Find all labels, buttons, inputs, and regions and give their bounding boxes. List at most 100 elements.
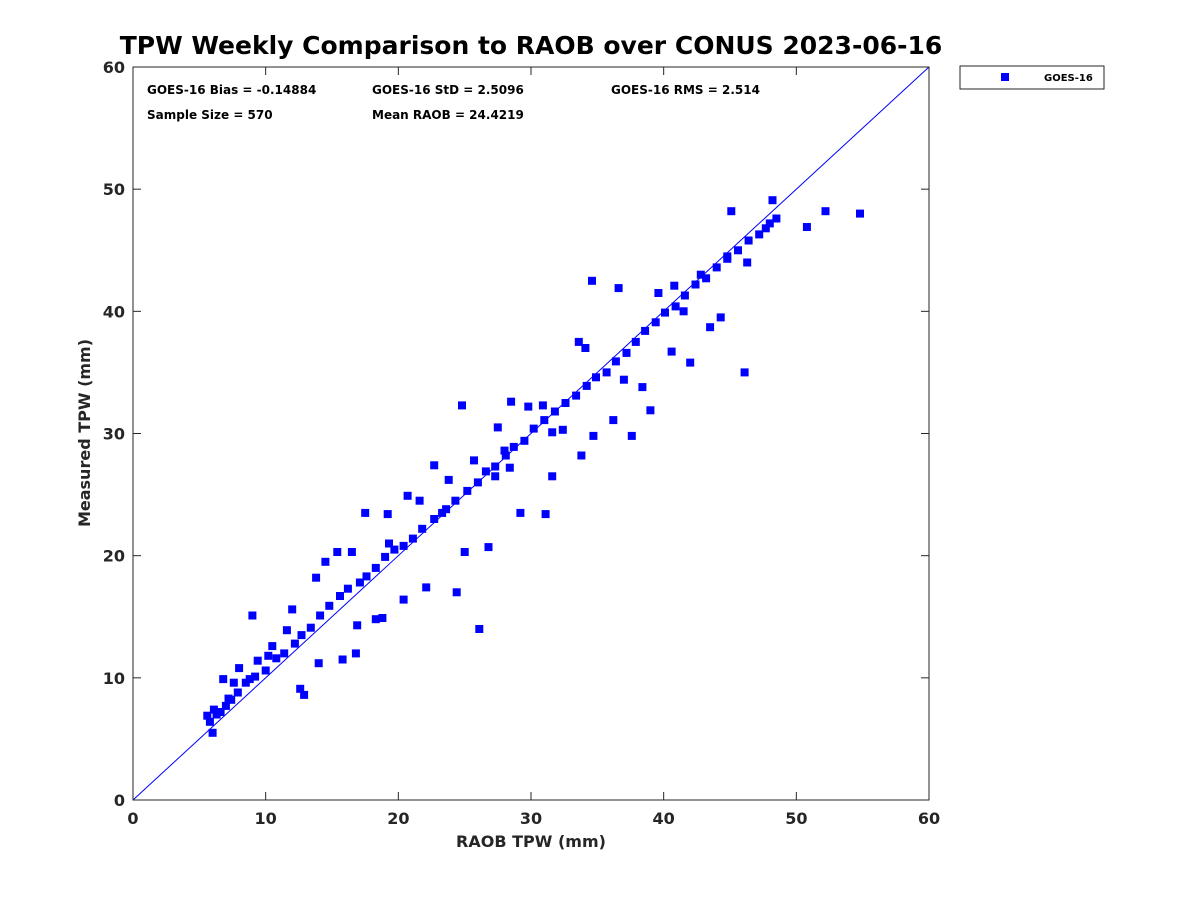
data-point bbox=[670, 281, 679, 290]
data-point bbox=[484, 543, 493, 552]
data-point bbox=[602, 368, 611, 377]
data-point bbox=[463, 486, 472, 495]
stats-annotations: GOES-16 Bias = -0.14884 GOES-16 StD = 2.… bbox=[147, 83, 760, 122]
data-point bbox=[312, 573, 321, 582]
data-point bbox=[631, 337, 640, 346]
data-point bbox=[353, 621, 362, 630]
data-point bbox=[588, 276, 596, 285]
data-point bbox=[646, 406, 655, 415]
x-axis-ticks: 0 10 20 30 40 50 60 bbox=[127, 67, 940, 828]
data-point bbox=[856, 209, 864, 218]
data-point bbox=[520, 436, 529, 445]
data-point bbox=[224, 694, 233, 703]
data-point bbox=[671, 302, 680, 311]
data-point bbox=[744, 236, 753, 245]
data-point bbox=[333, 548, 342, 556]
data-point bbox=[383, 510, 392, 519]
data-point bbox=[582, 381, 591, 390]
data-point bbox=[661, 308, 669, 317]
data-point bbox=[501, 451, 510, 460]
data-point bbox=[371, 615, 380, 624]
data-point bbox=[300, 690, 309, 699]
x-tick-label: 60 bbox=[918, 809, 940, 828]
data-point bbox=[290, 639, 299, 648]
data-point bbox=[408, 534, 417, 543]
data-point bbox=[706, 323, 715, 332]
chart-title: TPW Weekly Comparison to RAOB over CONUS… bbox=[120, 31, 943, 60]
data-point bbox=[355, 578, 364, 587]
data-point bbox=[641, 326, 650, 335]
data-point bbox=[361, 508, 370, 517]
data-point bbox=[343, 584, 352, 593]
y-tick-label: 60 bbox=[103, 58, 125, 77]
data-point bbox=[248, 611, 257, 620]
data-point bbox=[399, 541, 408, 550]
y-tick-label: 30 bbox=[103, 425, 125, 444]
data-point bbox=[679, 307, 688, 316]
data-point bbox=[529, 424, 538, 433]
data-point bbox=[399, 595, 408, 604]
legend-marker-square bbox=[1001, 73, 1009, 81]
data-point bbox=[347, 548, 356, 556]
x-tick-label: 20 bbox=[387, 809, 409, 828]
data-point bbox=[430, 515, 439, 523]
y-tick-label: 50 bbox=[103, 180, 125, 199]
data-point bbox=[272, 654, 281, 663]
x-tick-label: 30 bbox=[520, 809, 542, 828]
y-tick-label: 20 bbox=[103, 547, 125, 566]
x-axis-label: RAOB TPW (mm) bbox=[456, 832, 606, 851]
plot-area: 0 10 20 30 40 50 60 0 10 20 30 40 50 60 bbox=[103, 58, 940, 828]
data-point bbox=[208, 728, 217, 737]
data-point bbox=[458, 401, 466, 410]
data-point bbox=[321, 557, 330, 566]
data-point bbox=[772, 214, 781, 223]
data-point bbox=[219, 675, 228, 684]
y-tick-label: 40 bbox=[103, 302, 125, 321]
data-point bbox=[338, 655, 347, 664]
data-point bbox=[574, 337, 583, 346]
data-point bbox=[622, 348, 631, 357]
data-point bbox=[538, 401, 547, 410]
data-point bbox=[216, 708, 225, 716]
data-point bbox=[430, 461, 439, 470]
data-point bbox=[561, 399, 570, 407]
data-point bbox=[362, 572, 371, 581]
data-point bbox=[444, 475, 453, 484]
data-point bbox=[743, 258, 752, 267]
data-point bbox=[614, 284, 623, 293]
y-tick-label: 10 bbox=[103, 669, 125, 688]
data-point bbox=[475, 625, 484, 633]
data-point bbox=[680, 291, 689, 300]
data-point bbox=[422, 583, 431, 592]
data-point bbox=[740, 368, 749, 377]
data-point bbox=[403, 491, 412, 500]
data-point bbox=[541, 510, 550, 519]
data-point bbox=[268, 642, 277, 651]
data-point bbox=[306, 623, 315, 632]
data-point bbox=[524, 402, 533, 411]
data-point bbox=[667, 347, 676, 356]
data-point bbox=[592, 373, 600, 382]
legend: GOES-16 bbox=[959, 65, 1105, 90]
data-point bbox=[702, 274, 711, 283]
data-point bbox=[716, 313, 725, 322]
data-point bbox=[378, 614, 387, 622]
data-point bbox=[691, 280, 700, 289]
data-point bbox=[481, 467, 490, 476]
data-point bbox=[768, 196, 777, 205]
data-point bbox=[577, 451, 586, 460]
data-point bbox=[755, 230, 764, 239]
data-point bbox=[581, 344, 590, 352]
data-point bbox=[611, 357, 620, 366]
data-point bbox=[491, 472, 500, 481]
data-point bbox=[415, 496, 424, 505]
data-point bbox=[802, 223, 811, 231]
data-point bbox=[282, 626, 291, 635]
data-point bbox=[651, 318, 660, 327]
data-point bbox=[418, 524, 427, 533]
data-point bbox=[516, 508, 525, 517]
scatter-points bbox=[203, 196, 864, 737]
data-point bbox=[654, 289, 663, 297]
data-point bbox=[251, 672, 260, 681]
data-point bbox=[280, 649, 289, 658]
